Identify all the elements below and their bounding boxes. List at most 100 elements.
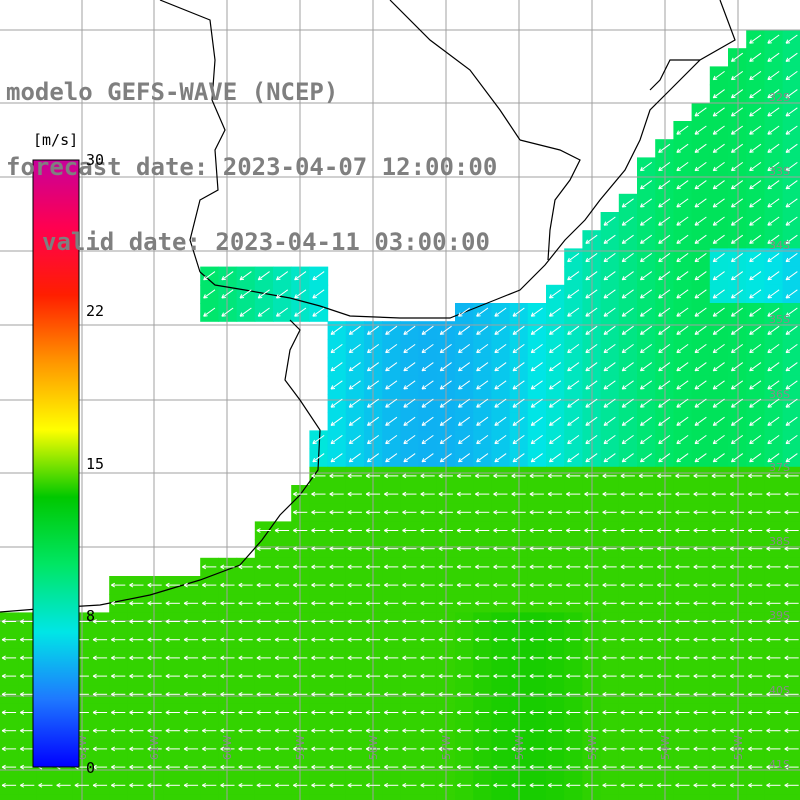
wind-arrow <box>730 343 744 354</box>
wind-arrow <box>785 380 798 390</box>
wind-arrow <box>748 491 763 497</box>
wind-arrow <box>92 673 108 679</box>
wind-arrow <box>384 509 399 515</box>
wind-arrow <box>384 564 399 570</box>
longitude-label: 58W <box>367 735 380 760</box>
wind-arrow <box>567 362 580 372</box>
wind-arrow <box>476 307 489 317</box>
wind-arrow <box>658 325 671 335</box>
wind-arrow <box>730 234 744 244</box>
wind-arrow <box>183 600 199 606</box>
wind-arrow <box>511 710 526 715</box>
wind-speed-cell <box>709 794 729 800</box>
wind-arrow <box>530 325 543 335</box>
wind-arrow <box>566 746 581 752</box>
wind-arrow <box>693 619 708 624</box>
wind-arrow <box>766 728 781 734</box>
wind-arrow <box>657 746 672 752</box>
wind-arrow <box>329 491 344 497</box>
wind-arrow <box>748 582 763 588</box>
wind-arrow <box>547 728 563 734</box>
wind-arrow <box>274 637 290 643</box>
wind-arrow <box>602 764 617 770</box>
wind-arrow <box>421 325 434 335</box>
wind-arrow <box>658 434 671 445</box>
wind-arrow <box>693 691 708 697</box>
wind-arrow <box>620 473 635 479</box>
wind-arrow <box>675 546 690 552</box>
wind-arrow <box>621 271 634 281</box>
wind-arrow <box>493 582 508 588</box>
wind-arrow <box>384 764 399 770</box>
wind-arrow <box>766 655 781 661</box>
wind-arrow <box>749 362 762 372</box>
wind-arrow <box>438 764 453 770</box>
wind-arrow <box>439 416 452 426</box>
wind-arrow <box>730 143 744 153</box>
wind-arrow <box>293 655 308 661</box>
wind-arrow <box>165 600 180 606</box>
wind-arrow <box>511 691 526 697</box>
wind-arrow <box>402 691 417 697</box>
wind-arrow <box>585 453 598 463</box>
wind-arrow <box>512 453 525 463</box>
wind-arrow <box>493 600 508 606</box>
wind-arrow <box>621 307 634 317</box>
wind-arrow <box>657 655 672 661</box>
wind-arrow <box>111 600 126 606</box>
wind-arrow <box>365 564 381 570</box>
wind-arrow <box>602 473 617 479</box>
wind-arrows-layer <box>1 34 799 788</box>
wind-arrow <box>529 746 544 752</box>
wind-arrow <box>183 619 199 624</box>
wind-arrow <box>784 655 799 661</box>
wind-arrow <box>694 362 707 372</box>
wind-arrow <box>767 271 780 281</box>
wind-arrow <box>603 252 616 263</box>
latitude-label: 33S <box>769 165 790 178</box>
wind-arrow <box>365 746 381 752</box>
wind-arrow <box>366 434 380 445</box>
wind-arrow <box>638 546 654 552</box>
wind-arrow <box>638 637 654 643</box>
wind-arrow <box>749 70 762 81</box>
wind-arrow <box>676 325 689 335</box>
wind-arrow <box>675 673 690 679</box>
wind-arrow <box>38 782 53 788</box>
wind-arrow <box>529 782 544 788</box>
wind-arrow <box>238 746 253 752</box>
wind-arrow <box>385 325 398 335</box>
wind-arrow <box>711 637 726 643</box>
wind-arrow <box>566 673 581 679</box>
wind-arrow <box>748 691 763 697</box>
wind-arrow <box>676 434 689 445</box>
wind-arrow <box>657 691 672 697</box>
wind-arrow <box>766 491 781 497</box>
wind-arrow <box>620 728 635 734</box>
wind-arrow <box>547 764 563 770</box>
wind-arrow <box>548 398 562 408</box>
wind-arrow <box>238 637 253 643</box>
wind-arrow <box>202 655 217 661</box>
wind-arrow <box>766 710 781 715</box>
wind-speed-cell <box>491 794 511 800</box>
longitude-label: 59W <box>294 735 307 760</box>
wind-arrow <box>585 234 598 244</box>
wind-arrow <box>92 691 108 697</box>
wind-arrow <box>402 746 417 752</box>
wind-arrow <box>129 746 144 752</box>
wind-arrow <box>693 564 708 570</box>
wind-arrow <box>603 289 616 299</box>
wind-arrow <box>293 546 308 552</box>
wind-arrow <box>475 528 490 533</box>
wind-arrow <box>476 343 489 354</box>
wind-arrow <box>311 528 326 533</box>
wind-arrow <box>584 582 599 588</box>
wind-speed-cell <box>327 794 347 800</box>
wind-arrow <box>202 782 217 788</box>
wind-arrow <box>694 307 707 317</box>
wind-arrow <box>694 252 707 263</box>
wind-arrow <box>711 655 726 661</box>
wind-arrow <box>311 619 326 624</box>
wind-arrow <box>638 673 654 679</box>
